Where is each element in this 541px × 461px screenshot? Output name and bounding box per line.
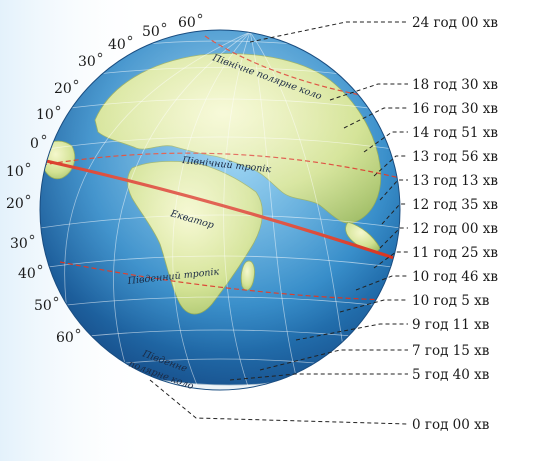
leader-lines (149, 21, 409, 425)
leader-1 (249, 21, 408, 43)
leader-13 (259, 349, 408, 371)
leader-10 (355, 275, 408, 291)
latitude-label: 20 (54, 81, 72, 97)
duration-label: 11 год 25 хв (412, 245, 498, 261)
leader-8 (379, 227, 408, 249)
leader-15 (149, 379, 409, 425)
degree-marks (25, 13, 203, 334)
duration-label: 7 год 15 хв (412, 343, 490, 359)
duration-label: 10 год 46 хв (412, 269, 498, 285)
latitude-label: 10 (6, 164, 24, 180)
latitude-label: 60 (178, 15, 196, 31)
duration-label: 13 год 13 хв (412, 173, 498, 189)
latitude-label: 0 (30, 136, 39, 152)
duration-label: 12 год 00 хв (412, 221, 498, 237)
latitude-labels-north: 60 50 40 30 20 10 0 (30, 15, 196, 152)
duration-label: 24 год 00 хв (412, 15, 498, 31)
duration-label: 9 год 11 хв (412, 317, 490, 333)
latitude-label: 40 (108, 37, 126, 53)
leader-11 (339, 299, 408, 313)
leader-2 (329, 83, 408, 101)
duration-label: 10 год 5 хв (412, 293, 490, 309)
latitude-label: 10 (36, 107, 54, 123)
latitude-labels-south: 10 20 30 40 50 60 (6, 164, 74, 346)
latitude-label: 50 (34, 298, 52, 314)
leader-7 (381, 203, 408, 225)
latitude-label: 30 (78, 54, 96, 70)
leader-5 (373, 155, 408, 177)
latitude-label: 40 (18, 266, 36, 282)
globe: Північне полярне коло Північний тропік Е… (39, 29, 401, 392)
latitude-label: 20 (6, 196, 24, 212)
duration-label: 13 год 56 хв (412, 149, 498, 165)
leader-3 (343, 107, 408, 129)
duration-label: 0 год 00 хв (412, 417, 490, 433)
latitude-label: 60 (56, 330, 74, 346)
globe-outline (39, 29, 401, 391)
duration-labels: 24 год 00 хв 18 год 30 хв 16 год 30 хв 1… (412, 15, 498, 433)
leader-12 (295, 323, 408, 341)
globe-shine (40, 30, 400, 390)
duration-label: 12 год 35 хв (412, 197, 498, 213)
latitude-label: 50 (142, 24, 160, 40)
duration-label: 14 год 51 хв (412, 125, 498, 141)
leader-14 (229, 373, 408, 381)
latitude-label: 30 (10, 236, 28, 252)
leader-4 (363, 131, 408, 153)
leader-6 (379, 179, 408, 201)
duration-label: 18 год 30 хв (412, 77, 498, 93)
duration-label: 16 год 30 хв (412, 101, 498, 117)
leader-9 (373, 251, 408, 269)
duration-label: 5 год 40 хв (412, 367, 490, 383)
